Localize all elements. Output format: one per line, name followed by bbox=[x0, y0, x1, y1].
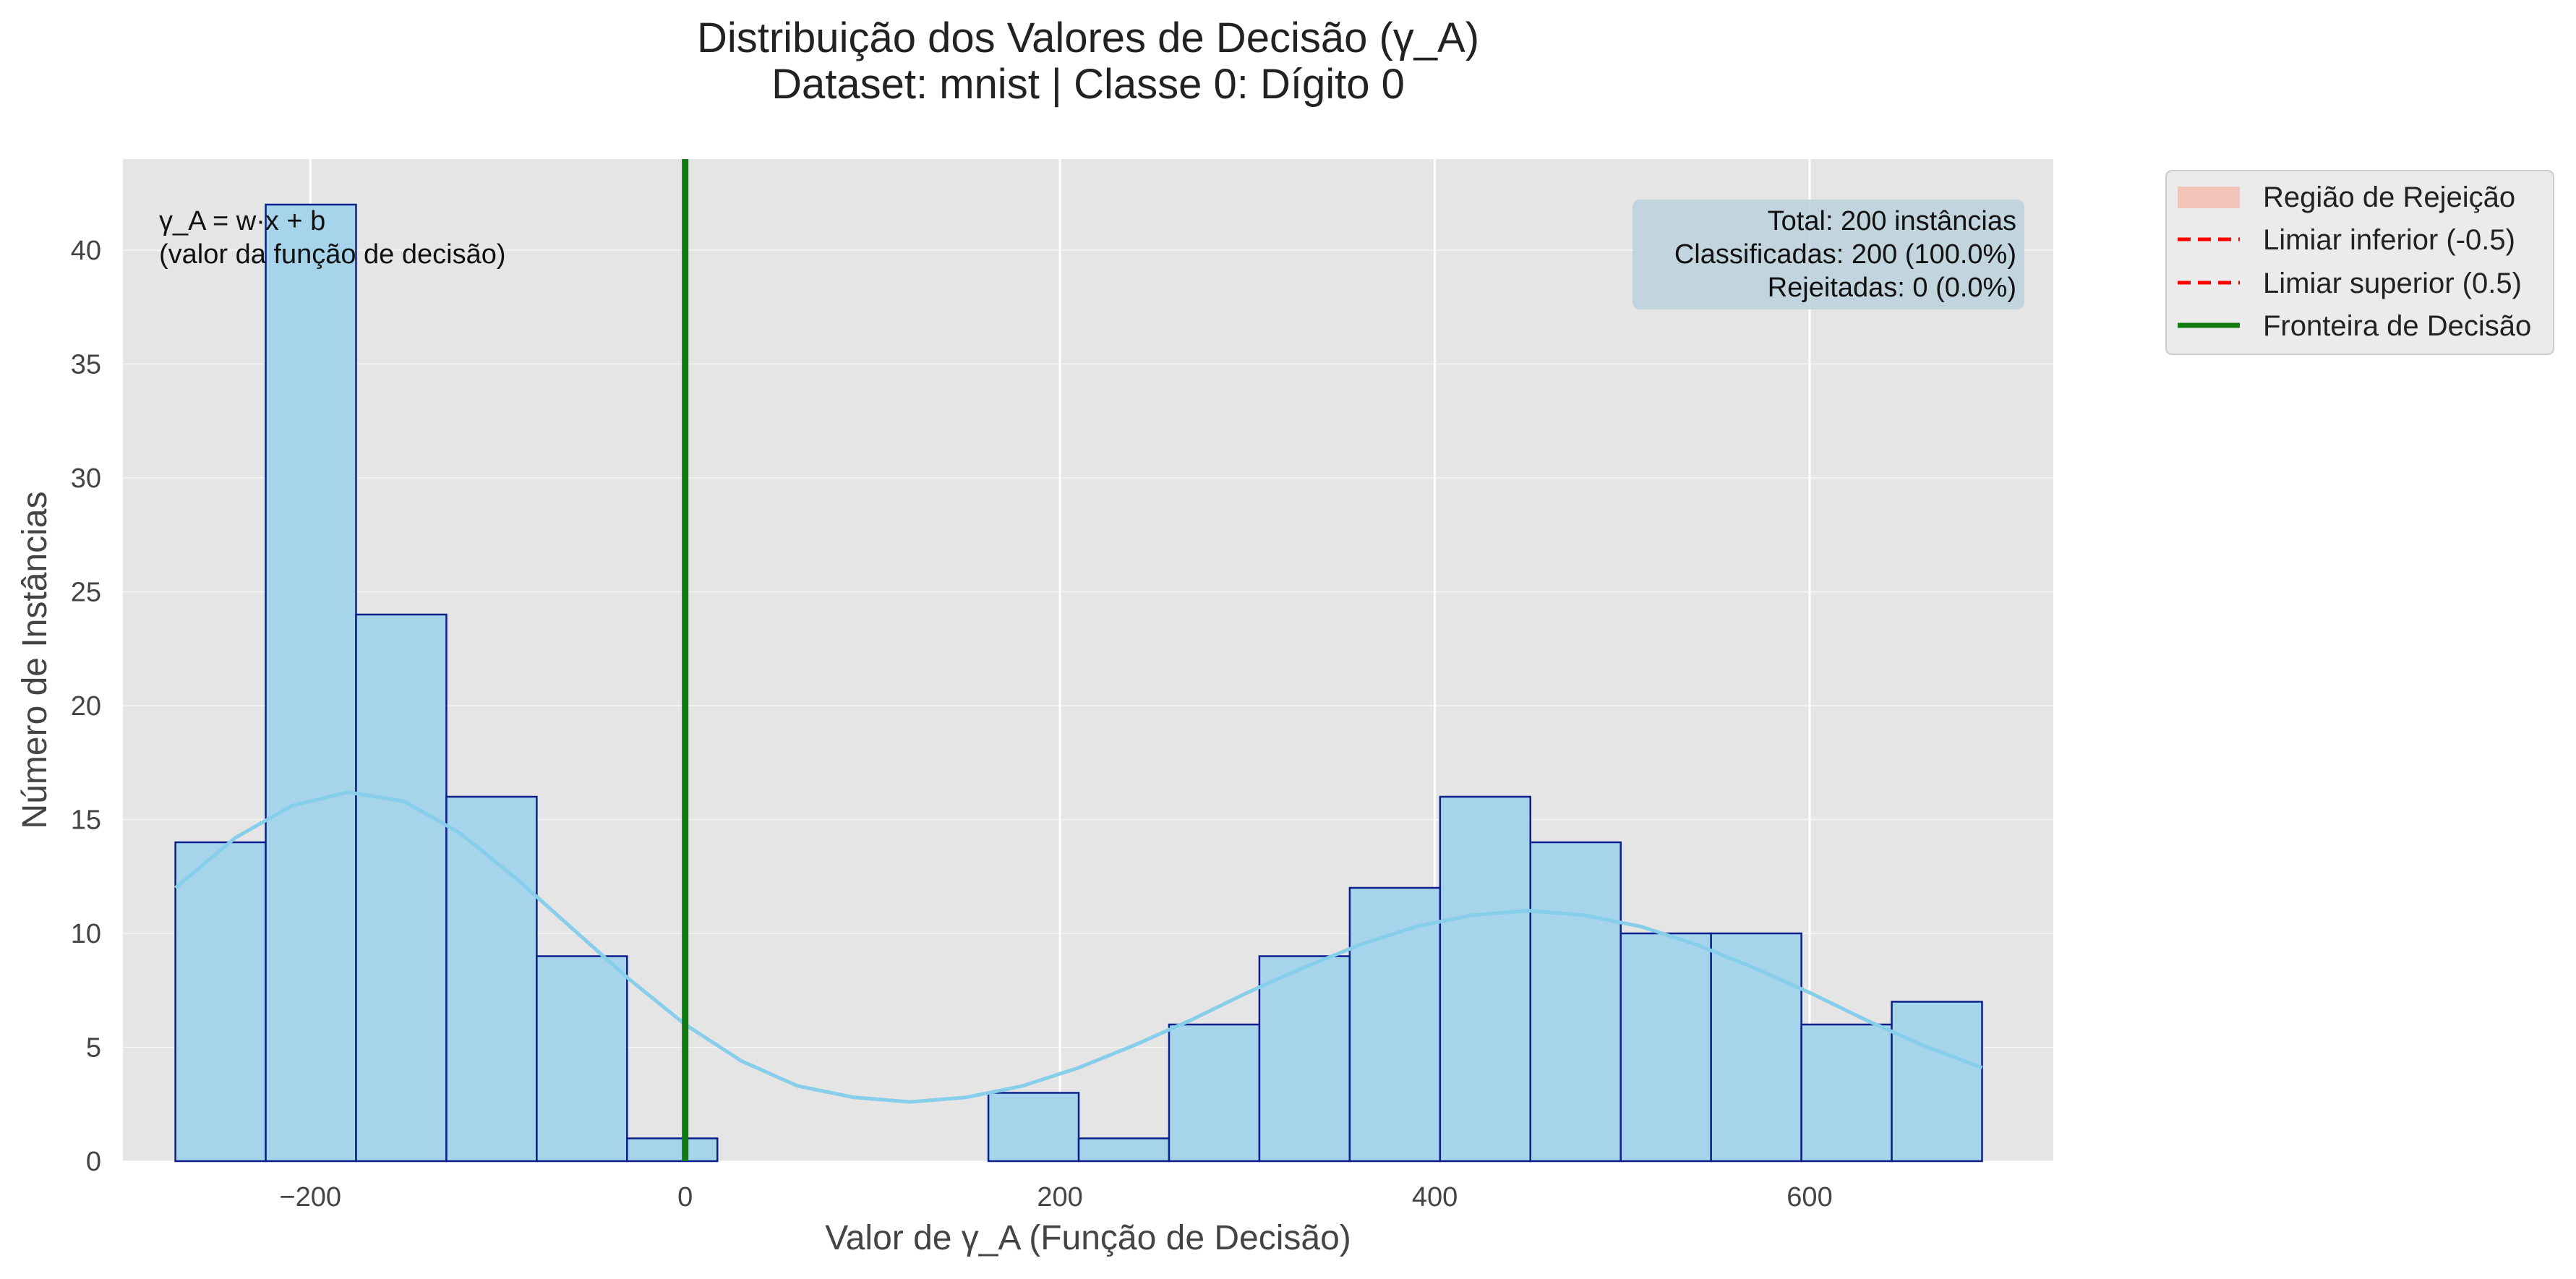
y-tick-label: 40 bbox=[71, 236, 101, 266]
legend: Região de Rejeição Limiar inferior (-0.5… bbox=[2165, 170, 2554, 355]
histogram-bar bbox=[1710, 932, 1802, 1163]
stats-box bbox=[1633, 200, 2024, 309]
histogram-bar bbox=[987, 1092, 1080, 1163]
formula-line-1: γ_A = w·x + b bbox=[159, 206, 325, 236]
histogram-bar bbox=[1800, 1023, 1893, 1163]
y-tick-label: 20 bbox=[71, 691, 101, 722]
y-tick-label: 15 bbox=[71, 805, 101, 836]
x-tick-label: 200 bbox=[1037, 1182, 1082, 1212]
x-tick-label: 600 bbox=[1786, 1182, 1832, 1212]
x-ticks: −200 0 200 400 600 bbox=[279, 1182, 1832, 1212]
legend-label-decision-boundary: Fronteira de Decisão bbox=[2263, 310, 2531, 342]
histogram-bar bbox=[536, 955, 628, 1163]
y-tick-label: 35 bbox=[71, 350, 101, 380]
histogram-bar bbox=[174, 841, 267, 1163]
histogram-bar bbox=[1529, 841, 1622, 1163]
x-tick-label: −200 bbox=[279, 1182, 341, 1212]
stats-total: Total: 200 instâncias bbox=[1768, 206, 2016, 236]
y-tick-label: 5 bbox=[86, 1033, 101, 1064]
histogram-bar bbox=[445, 795, 538, 1163]
legend-swatch-rejection-region bbox=[2178, 187, 2240, 208]
histogram-bar bbox=[1258, 955, 1351, 1163]
legend-label-upper-threshold: Limiar superior (0.5) bbox=[2263, 268, 2522, 299]
legend-label-lower-threshold: Limiar inferior (-0.5) bbox=[2263, 224, 2515, 256]
kde-curve bbox=[174, 790, 1983, 1104]
y-tick-label: 30 bbox=[71, 463, 101, 494]
legend-label-rejection-region: Região de Rejeição bbox=[2263, 181, 2515, 213]
histogram-bars bbox=[174, 203, 1983, 1163]
y-tick-label: 10 bbox=[71, 919, 101, 949]
stats-rejected: Rejeitadas: 0 (0.0%) bbox=[1768, 273, 2016, 303]
y-tick-label: 25 bbox=[71, 578, 101, 608]
histogram-bar bbox=[355, 613, 448, 1163]
stats-classified: Classificadas: 200 (100.0%) bbox=[1674, 239, 2016, 270]
y-axis-label: Número de Instâncias bbox=[16, 492, 54, 829]
histogram-bar bbox=[1077, 1137, 1171, 1163]
histogram-bar bbox=[626, 1137, 719, 1163]
chart-title: Distribuição dos Valores de Decisão (γ_A… bbox=[697, 14, 1479, 61]
y-ticks: 0 5 10 15 20 25 30 35 40 bbox=[71, 236, 101, 1177]
histogram-bar bbox=[1891, 1001, 1983, 1163]
legend-box bbox=[2165, 170, 2554, 355]
y-tick-label: 0 bbox=[86, 1147, 101, 1177]
histogram-bar bbox=[1439, 795, 1532, 1163]
x-axis-label: Valor de γ_A (Função de Decisão) bbox=[825, 1219, 1351, 1257]
histogram-bar bbox=[1348, 886, 1442, 1163]
formula-line-2: (valor da função de decisão) bbox=[159, 239, 506, 270]
histogram-bar bbox=[1619, 932, 1712, 1163]
histogram-bar bbox=[265, 203, 357, 1163]
chart-subtitle: Dataset: mnist | Classe 0: Dígito 0 bbox=[771, 61, 1405, 108]
x-tick-label: 0 bbox=[677, 1182, 693, 1212]
histogram-bar bbox=[1168, 1023, 1261, 1163]
x-tick-label: 400 bbox=[1412, 1182, 1458, 1212]
